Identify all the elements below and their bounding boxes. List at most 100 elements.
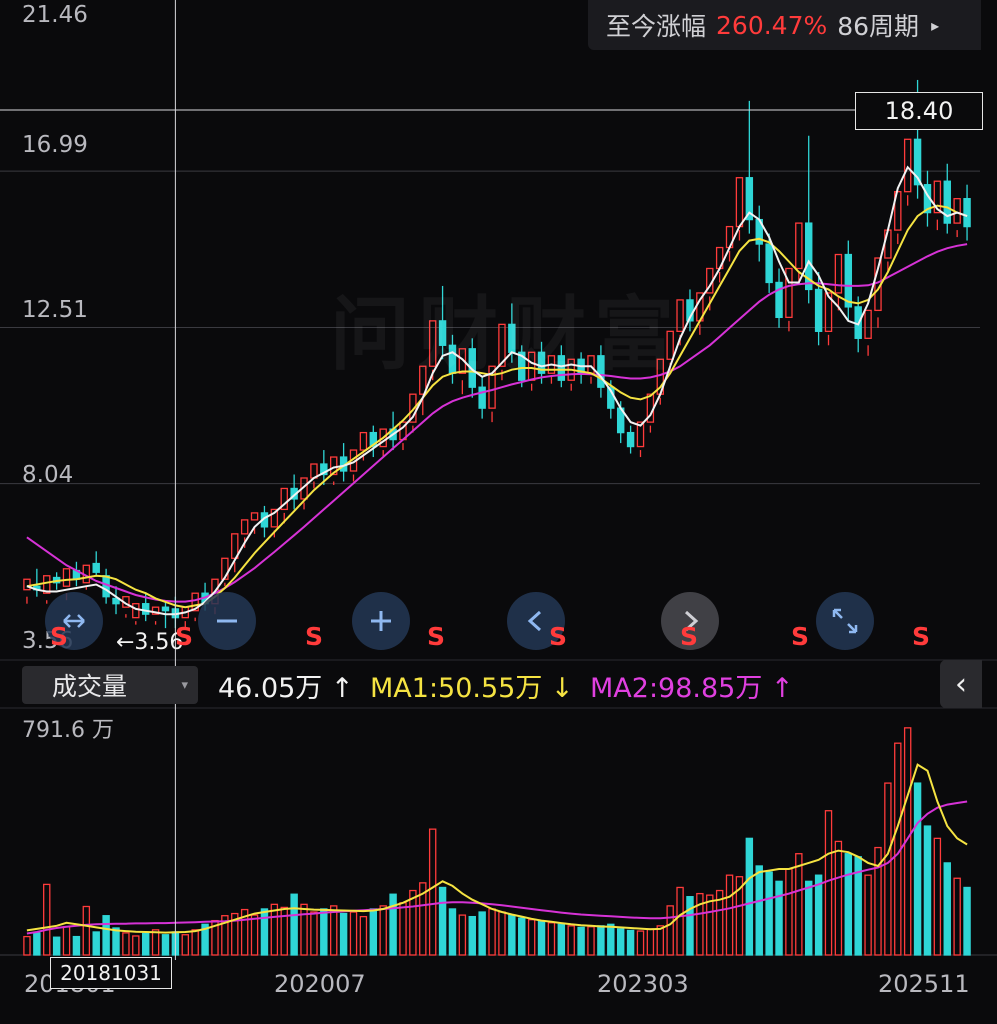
volume-bar xyxy=(379,905,387,956)
volume-max-label: 791.6 万 xyxy=(22,718,114,743)
candle-body xyxy=(933,180,942,214)
candle-body xyxy=(23,578,31,591)
volume-bar xyxy=(646,928,655,956)
candle-body xyxy=(43,575,51,594)
volume-bar xyxy=(577,926,585,956)
sell-marker: S xyxy=(175,622,194,651)
chevron-left-icon[interactable] xyxy=(507,592,565,650)
period-count: 86周期 xyxy=(837,12,920,41)
chevron-down-icon: ▾ xyxy=(181,677,188,693)
price-ma-white-line xyxy=(26,165,968,616)
volume-bar xyxy=(636,930,645,956)
candle-body xyxy=(834,253,843,294)
candle-body xyxy=(775,281,783,319)
volume-ma1-line xyxy=(26,763,968,934)
minus-icon[interactable] xyxy=(198,592,256,650)
candle-body xyxy=(320,463,328,476)
volume-bar xyxy=(923,825,932,956)
candle-body xyxy=(359,431,368,451)
sell-marker: S xyxy=(50,622,69,651)
candle-body xyxy=(824,292,833,332)
sell-marker: S xyxy=(305,622,324,651)
volume-bar xyxy=(607,923,615,956)
volume-bar xyxy=(428,828,437,956)
volume-bar xyxy=(498,911,506,956)
candle-body xyxy=(795,222,803,270)
candle-body xyxy=(884,229,892,259)
plus-icon[interactable] xyxy=(352,592,410,650)
candle-body xyxy=(270,508,279,528)
price-axis-label-4: 8.04 xyxy=(22,462,74,488)
volume-bar xyxy=(300,903,308,956)
volume-bar xyxy=(161,934,170,956)
sell-marker: S xyxy=(912,622,931,651)
volume-bar xyxy=(864,874,872,956)
candle-body xyxy=(765,243,773,284)
volume-bar xyxy=(933,837,942,956)
volume-bar xyxy=(527,919,536,956)
gain-value: 260.47% xyxy=(716,10,828,40)
volume-bar xyxy=(537,920,546,956)
candle-body xyxy=(864,309,872,339)
volume-bar xyxy=(508,914,516,956)
candle-body xyxy=(537,351,546,374)
sell-marker: S xyxy=(680,622,699,651)
volume-bar xyxy=(597,925,605,956)
volume-bar xyxy=(221,915,229,956)
volume-bar xyxy=(52,936,61,956)
sell-marker: S xyxy=(549,622,568,651)
crosshair-price-tag: 18.40 xyxy=(855,92,983,130)
candle-body xyxy=(814,288,823,332)
candle-body xyxy=(498,323,506,367)
sell-marker: S xyxy=(791,622,810,651)
candle-body xyxy=(280,487,288,511)
volume-bar xyxy=(320,908,328,956)
candle-body xyxy=(636,421,645,448)
period-gain-box[interactable]: 至今涨幅 260.47% 86周期 ▸ xyxy=(588,0,981,50)
candle-body xyxy=(92,562,100,573)
volume-bar xyxy=(310,911,318,956)
volume-bar xyxy=(706,894,714,956)
candle-body xyxy=(844,253,853,308)
volume-bar xyxy=(468,915,476,956)
volume-bar xyxy=(656,925,664,956)
candle-body xyxy=(468,348,476,388)
volume-bar xyxy=(181,934,189,956)
candle-body xyxy=(62,568,71,587)
volume-bar xyxy=(567,925,575,956)
volume-indicator-select[interactable]: 成交量 ▾ xyxy=(22,666,198,704)
volume-bar xyxy=(359,915,368,956)
volume-bar xyxy=(290,893,298,956)
volume-bar xyxy=(666,905,674,956)
volume-bar xyxy=(913,782,922,956)
volume-ma2-line xyxy=(26,800,968,935)
collapse-panel-button[interactable]: ‹ xyxy=(940,660,982,708)
candle-body xyxy=(626,431,635,448)
volume-bar xyxy=(824,810,833,956)
candle-body xyxy=(438,320,447,346)
volume-bar xyxy=(795,853,803,956)
volume-bar xyxy=(122,932,130,956)
x-axis-label-2: 202007 xyxy=(274,970,366,998)
sell-marker: S xyxy=(427,622,446,651)
candle-body xyxy=(735,177,744,228)
volume-bar xyxy=(389,893,397,956)
move-left-right-icon[interactable] xyxy=(45,592,103,650)
volume-bar xyxy=(43,883,51,956)
expand-icon[interactable] xyxy=(816,592,874,650)
low-price-marker: ←3.56 xyxy=(116,630,184,655)
chevron-right-icon[interactable] xyxy=(661,592,719,650)
volume-bar xyxy=(330,905,338,956)
candle-body xyxy=(518,351,526,381)
candle-body xyxy=(428,320,437,367)
candle-body xyxy=(666,330,674,360)
volume-bar xyxy=(132,935,140,956)
volume-bar xyxy=(191,929,199,956)
volume-bar xyxy=(231,912,239,956)
volume-bar xyxy=(240,908,249,956)
volume-bar xyxy=(587,926,595,956)
price-axis-label-top: 21.46 xyxy=(22,2,88,28)
crosshair-date-tag: 20181031 xyxy=(50,957,172,989)
volume-bar xyxy=(369,908,378,956)
